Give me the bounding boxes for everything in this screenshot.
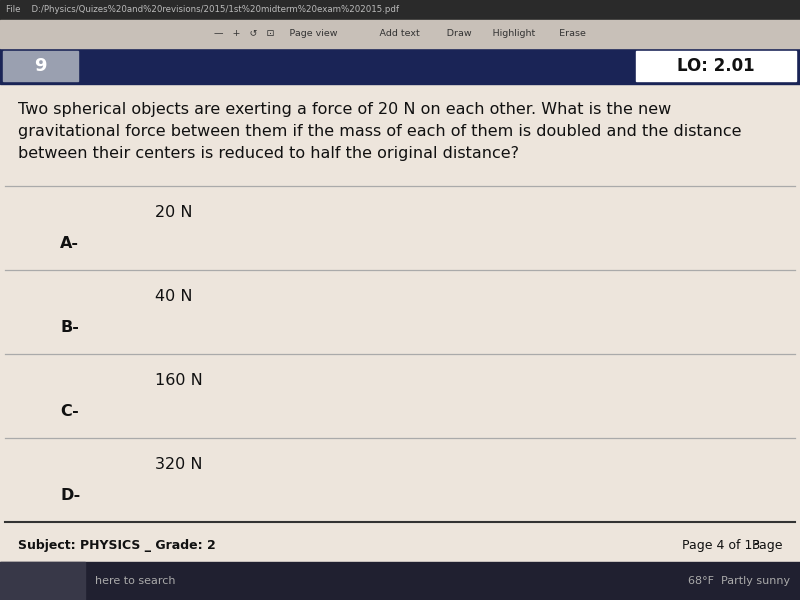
Text: Two spherical objects are exerting a force of 20 N on each other. What is the ne: Two spherical objects are exerting a for…: [18, 102, 671, 117]
Text: 68°F  Partly sunny: 68°F Partly sunny: [688, 576, 790, 586]
Text: LO: 2.01: LO: 2.01: [677, 57, 755, 75]
Text: B-: B-: [60, 320, 79, 335]
Bar: [0, 0, 800, 20]
Text: File    D:/Physics/Quizes%20and%20revisions/2015/1st%20midterm%20exam%202015.pdf: File D:/Physics/Quizes%20and%20revisions…: [6, 5, 399, 14]
Bar: [0, 20, 800, 48]
Text: 20 N: 20 N: [155, 205, 193, 220]
Text: 9: 9: [34, 57, 46, 75]
Text: 160 N: 160 N: [155, 373, 202, 388]
Bar: [0, 562, 800, 600]
Bar: [636, 51, 796, 81]
Bar: [3, 51, 78, 81]
Text: gravitational force between them if the mass of each of them is doubled and the : gravitational force between them if the …: [18, 124, 742, 139]
Bar: [0, 48, 800, 562]
Text: A-: A-: [60, 236, 79, 251]
Text: 40 N: 40 N: [155, 289, 193, 304]
Bar: [0, 48, 800, 84]
Bar: [0, 562, 85, 600]
Text: Page 4 of 13: Page 4 of 13: [682, 539, 760, 553]
Text: C-: C-: [60, 404, 78, 419]
Text: 320 N: 320 N: [155, 457, 202, 472]
Text: —   +   ↺   ⊡     Page view              Add text         Draw       Highlight  : — + ↺ ⊡ Page view Add text Draw Highligh…: [214, 29, 586, 38]
Text: Subject: PHYSICS _ Grade: 2: Subject: PHYSICS _ Grade: 2: [18, 539, 216, 553]
Text: here to search: here to search: [95, 576, 175, 586]
Text: D-: D-: [60, 488, 80, 503]
Text: between their centers is reduced to half the original distance?: between their centers is reduced to half…: [18, 146, 519, 161]
Text: Page: Page: [751, 539, 786, 553]
